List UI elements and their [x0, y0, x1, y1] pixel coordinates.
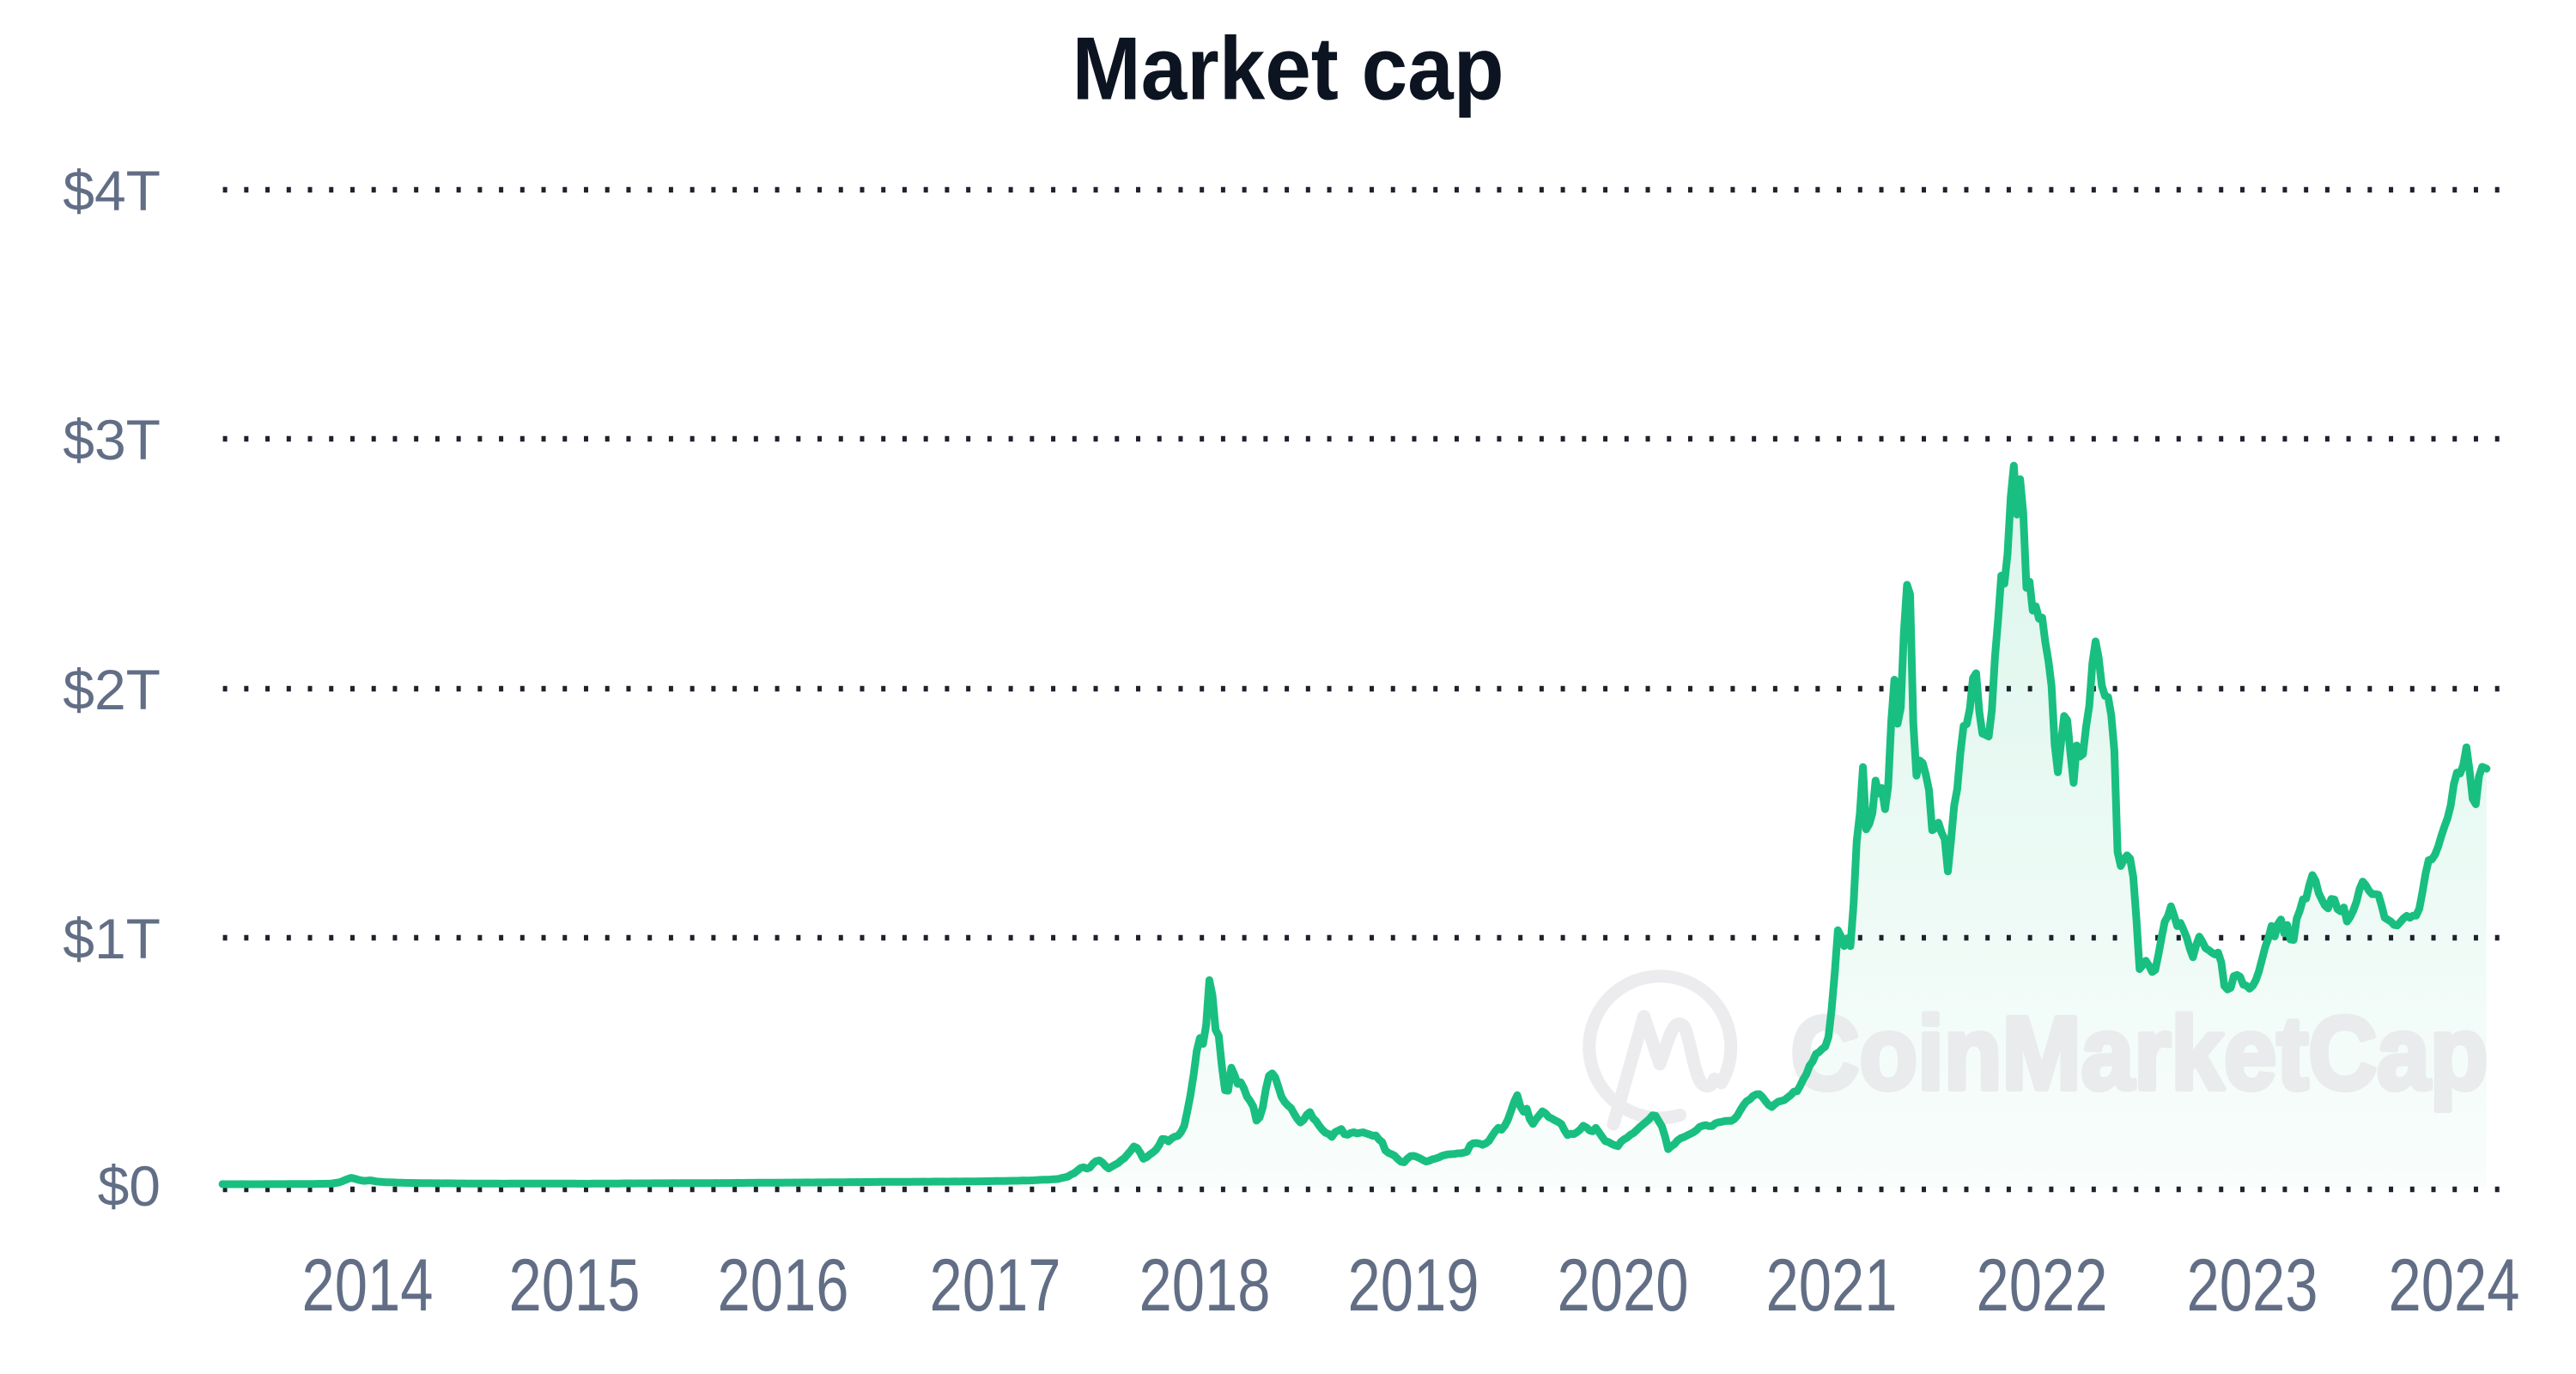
svg-text:Market cap: Market cap: [1072, 19, 1504, 119]
svg-text:2022: 2022: [1976, 1244, 2107, 1327]
svg-text:2017: 2017: [929, 1244, 1060, 1327]
svg-text:$0: $0: [98, 1154, 161, 1218]
svg-text:2019: 2019: [1347, 1244, 1479, 1327]
svg-text:2014: 2014: [301, 1244, 433, 1327]
svg-text:CoinMarketCap: CoinMarketCap: [1790, 994, 2488, 1111]
svg-text:$2T: $2T: [63, 658, 161, 721]
svg-text:2023: 2023: [2186, 1244, 2318, 1327]
svg-text:$1T: $1T: [63, 907, 161, 970]
svg-text:2016: 2016: [717, 1244, 848, 1327]
svg-text:2024: 2024: [2388, 1244, 2519, 1327]
svg-text:$3T: $3T: [63, 408, 161, 471]
svg-text:2020: 2020: [1557, 1244, 1688, 1327]
svg-text:2018: 2018: [1139, 1244, 1270, 1327]
svg-text:2021: 2021: [1765, 1244, 1897, 1327]
svg-text:2015: 2015: [508, 1244, 640, 1327]
svg-text:$4T: $4T: [63, 159, 161, 222]
